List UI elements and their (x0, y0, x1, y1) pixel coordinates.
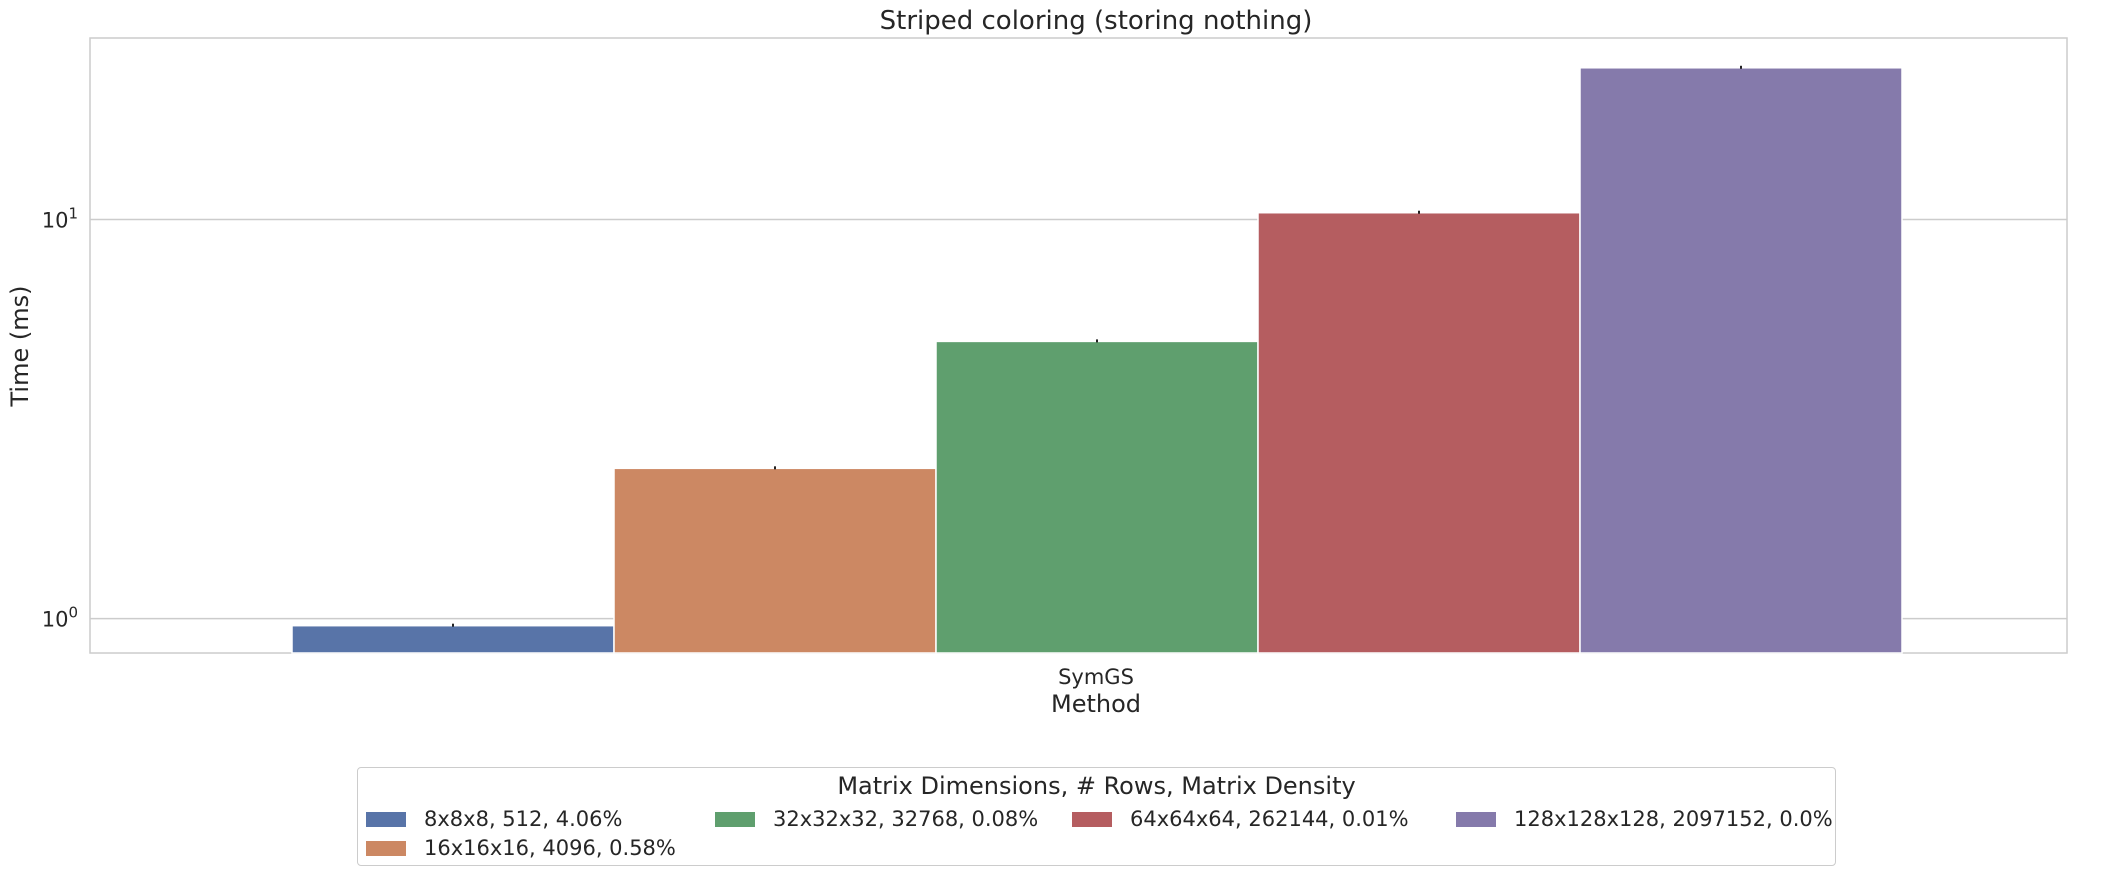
bar-series-2 (935, 340, 1259, 654)
bar-series-0 (291, 624, 615, 654)
legend-label-128x128x128: 128x128x128, 2097152, 0.0% (1514, 807, 1833, 831)
legend-item-64x64x64: 64x64x64, 262144, 0.01% (1072, 805, 1409, 833)
y-tick-labels: 100 101 (42, 205, 78, 632)
legend-item-128x128x128: 128x128x128, 2097152, 0.0% (1456, 805, 1833, 833)
bar-series-3 (1257, 211, 1581, 654)
x-axis-label: Method (1051, 690, 1141, 718)
y-tick-label-1: 101 (42, 205, 78, 233)
legend: Matrix Dimensions, # Rows, Matrix Densit… (357, 767, 1836, 866)
legend-label-8x8x8: 8x8x8, 512, 4.06% (424, 807, 623, 831)
bars (291, 65, 1903, 654)
legend-item-8x8x8: 8x8x8, 512, 4.06% (366, 805, 622, 833)
bar-series-4 (1579, 67, 1903, 654)
y-tick-label-0: 100 (42, 604, 78, 632)
y-axis-label: Time (ms) (6, 286, 34, 408)
legend-label-16x16x16: 16x16x16, 4096, 0.58% (424, 836, 676, 860)
legend-title: Matrix Dimensions, # Rows, Matrix Densit… (837, 772, 1356, 800)
legend-swatch-16x16x16 (366, 840, 406, 856)
legend-swatch-128x128x128 (1456, 811, 1496, 827)
legend-label-32x32x32: 32x32x32, 32768, 0.08% (773, 807, 1039, 831)
x-tick-label-symgs: SymGS (1058, 665, 1134, 689)
legend-swatch-32x32x32 (715, 811, 755, 827)
legend-item-32x32x32: 32x32x32, 32768, 0.08% (715, 805, 1038, 833)
chart-svg: Striped coloring (storing nothing) 10010… (6, 6, 2068, 718)
legend-label-64x64x64: 64x64x64, 262144, 0.01% (1130, 807, 1409, 831)
chart-title: Striped coloring (storing nothing) (880, 6, 1313, 36)
bar-series-1 (613, 467, 937, 654)
legend-item-16x16x16: 16x16x16, 4096, 0.58% (366, 834, 676, 862)
legend-swatch-64x64x64 (1072, 811, 1112, 827)
legend-swatch-8x8x8 (366, 811, 406, 827)
